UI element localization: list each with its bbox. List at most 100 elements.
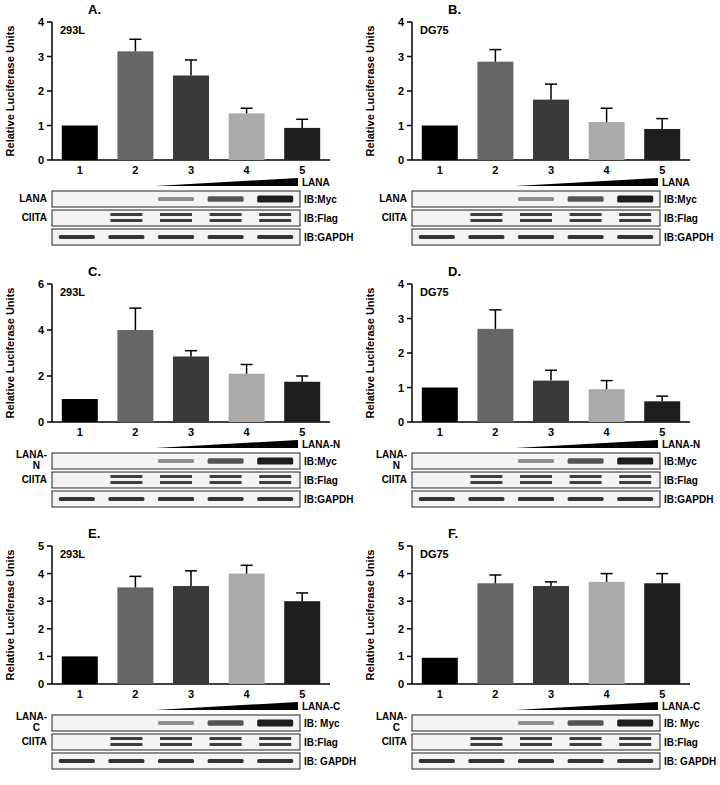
error-line	[661, 119, 663, 129]
blot-label: LANA-C	[376, 711, 407, 733]
error-line	[301, 376, 303, 382]
y-tick	[407, 683, 412, 685]
blot-band	[210, 213, 242, 216]
blot-band	[158, 759, 194, 763]
bar	[533, 100, 569, 160]
blot-band	[617, 497, 653, 501]
bars	[422, 574, 680, 684]
blot-label: LANA-N	[376, 449, 407, 471]
blot-band	[568, 720, 604, 726]
blot-band	[259, 743, 291, 746]
error-line	[550, 84, 552, 100]
bar	[229, 113, 265, 160]
panel: D.DG75Relative Luciferase Units012341234…	[364, 264, 713, 507]
bar	[117, 51, 153, 160]
blot-band	[257, 497, 293, 501]
blot-probe: IB:GAPDH	[664, 494, 713, 505]
blot-band	[59, 235, 95, 239]
blot-band	[568, 458, 604, 464]
blot-band	[520, 481, 552, 484]
bar	[62, 126, 98, 161]
y-tick-label: 6	[38, 278, 44, 290]
blot-band	[257, 759, 293, 763]
error-cap	[545, 370, 557, 372]
blot-band	[518, 235, 554, 239]
blot-probe: IB: Myc	[304, 718, 340, 729]
x-tick-label: 1	[77, 426, 83, 438]
blot-label-line: LANA-	[16, 711, 47, 722]
blot-strip	[412, 453, 660, 469]
error-bar	[656, 119, 668, 129]
blot-band	[160, 475, 192, 478]
bars	[422, 310, 680, 422]
error-cap	[185, 350, 197, 352]
y-tick	[407, 545, 412, 547]
error-line	[606, 574, 608, 582]
error-bar	[545, 84, 557, 100]
blot-band	[208, 497, 244, 501]
bar	[589, 582, 625, 684]
blot-band	[470, 219, 502, 222]
y-tick	[407, 387, 412, 389]
error-bar	[545, 370, 557, 380]
y-axis	[51, 546, 53, 684]
y-tick-label: 0	[398, 416, 404, 428]
blot-label: CIITA	[22, 474, 47, 485]
y-tick	[47, 329, 52, 331]
bar	[589, 122, 625, 160]
x-tick-label: 3	[188, 164, 194, 176]
blot-band	[468, 497, 504, 501]
error-line	[301, 119, 303, 128]
x-tick-label: 4	[604, 164, 611, 176]
blot-band	[470, 475, 502, 478]
y-tick	[47, 421, 52, 423]
blot-band	[208, 196, 244, 202]
bar	[644, 401, 680, 422]
y-tick	[47, 283, 52, 285]
error-line	[495, 310, 497, 329]
y-label: Relative Luciferase Units	[364, 26, 376, 157]
bar	[284, 601, 320, 684]
error-bar	[601, 381, 613, 390]
error-cap	[489, 574, 501, 576]
y-tick	[407, 125, 412, 127]
blot-strip	[412, 210, 660, 226]
blot-band	[160, 737, 192, 740]
x-tick-label: 2	[492, 164, 498, 176]
panel-title: F.	[448, 526, 458, 541]
blot-band	[160, 743, 192, 746]
ramp-label: LANA-C	[662, 701, 700, 712]
panel: A.293LRelative Luciferase Units012341234…	[4, 2, 353, 245]
y-tick	[407, 573, 412, 575]
blot-band	[570, 737, 602, 740]
y-tick	[47, 125, 52, 127]
x-tick-label: 4	[244, 688, 251, 700]
x-tick-label: 5	[299, 426, 305, 438]
blot-band	[468, 235, 504, 239]
x-tick-label: 2	[132, 164, 138, 176]
error-line	[135, 576, 137, 587]
blot-band	[257, 196, 293, 203]
error-cap	[185, 59, 197, 61]
blot-band	[520, 743, 552, 746]
blot-band	[160, 219, 192, 222]
error-line	[135, 39, 137, 51]
error-cap	[656, 395, 668, 397]
bar	[589, 389, 625, 422]
blot-strip	[412, 753, 660, 769]
y-tick-label: 3	[38, 595, 44, 607]
ramp-label: LANA-N	[302, 439, 340, 450]
blot-probe: IB: Myc	[664, 718, 700, 729]
blot-strip	[412, 715, 660, 731]
x-tick-label: 4	[604, 688, 611, 700]
y-label: Relative Luciferase Units	[364, 550, 376, 681]
error-bar	[129, 308, 141, 330]
blot-band	[570, 481, 602, 484]
panel-title: E.	[88, 526, 100, 541]
blot-band	[470, 737, 502, 740]
error-cap	[241, 364, 253, 366]
cell-line: DG75	[420, 24, 449, 36]
y-label: Relative Luciferase Units	[364, 288, 376, 419]
blot-strip	[412, 491, 660, 507]
blot-probe: IB:Myc	[664, 456, 697, 467]
